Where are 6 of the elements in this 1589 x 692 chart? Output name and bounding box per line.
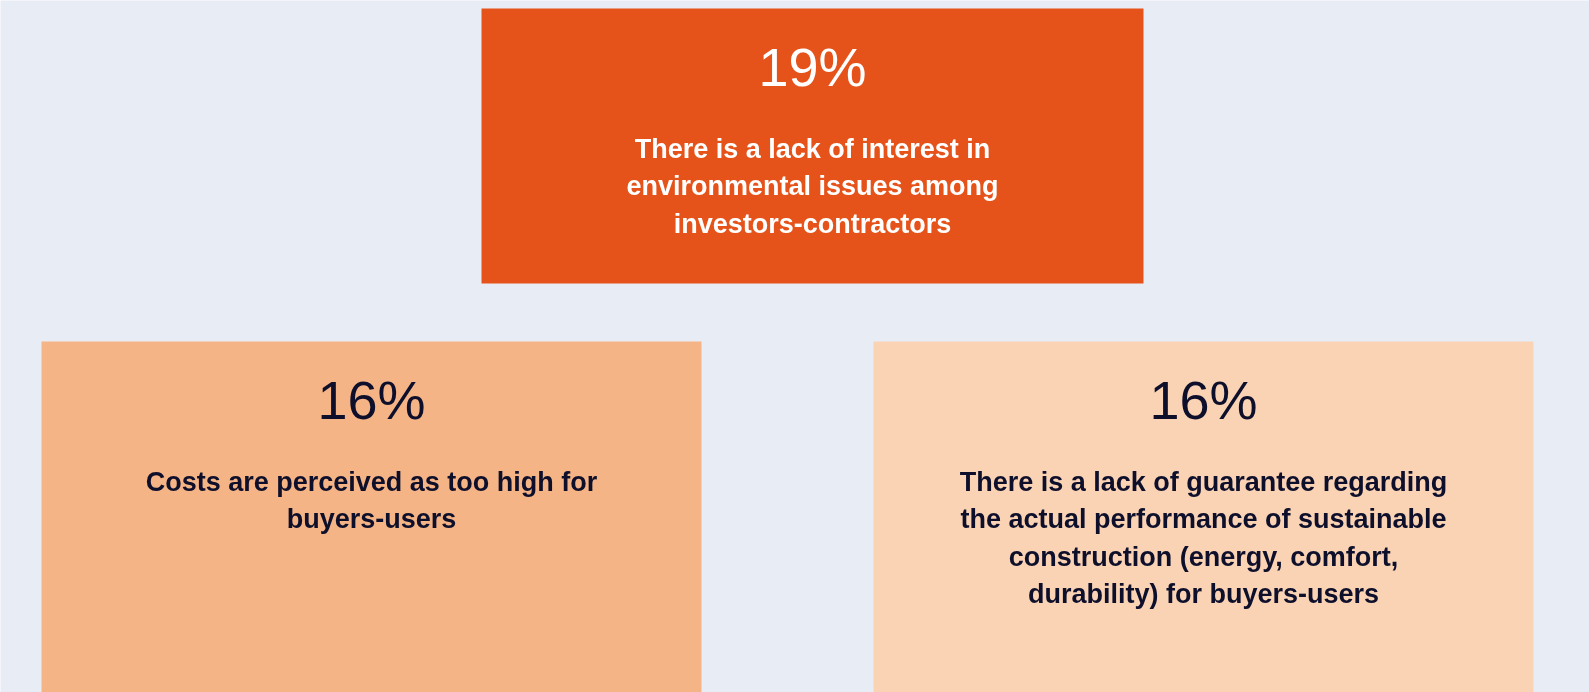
category-label: There is a lack of interest in environmental issues among investors-contractors [626, 133, 999, 239]
data-label: 16% [1149, 369, 1258, 430]
data-label: 19% [758, 36, 867, 97]
category-label: There is a lack of guarantee regarding the actual performance of sustainable construction (energy, comfort, durability) for buyers-users [959, 466, 1448, 609]
category-label: Costs are perceived as too high for buyers-users [145, 466, 598, 534]
data-label: 16% [317, 369, 426, 430]
